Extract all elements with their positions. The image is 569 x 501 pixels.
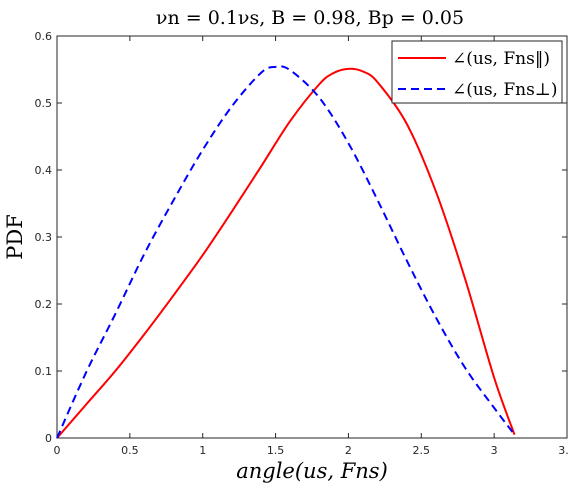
y-tick-label: 0.6 xyxy=(35,30,53,43)
y-tick-label: 0.4 xyxy=(35,164,53,177)
x-tick-label: 2 xyxy=(345,444,352,457)
y-tick-label: 0.5 xyxy=(35,97,53,110)
chart-title: νn = 0.1νs, B = 0.98, Bp = 0.05 xyxy=(156,7,464,29)
x-tick-label: 3.5 xyxy=(558,444,569,457)
series-line-perpendicular xyxy=(56,65,516,439)
series-line-parallel xyxy=(56,67,516,439)
legend-label-perpendicular: ∠(us, Fns⊥) xyxy=(452,80,557,100)
y-tick-label: 0 xyxy=(45,432,52,445)
y-tick-label: 0.3 xyxy=(35,231,53,244)
x-tick-label: 0 xyxy=(54,444,61,457)
x-tick-label: 1.5 xyxy=(267,444,285,457)
x-tick-label: 2.5 xyxy=(413,444,431,457)
y-tick-label: 0.1 xyxy=(35,365,53,378)
legend: ∠(us, Fns‖) ∠(us, Fns⊥) xyxy=(391,40,563,104)
legend-label-parallel: ∠(us, Fns‖) xyxy=(452,49,550,69)
y-axis-label: PDF xyxy=(3,214,27,260)
x-tick-label: 1 xyxy=(199,444,206,457)
y-axis: 0 0.1 0.2 0.3 0.4 0.5 0.6 xyxy=(35,30,567,445)
y-tick-label: 0.2 xyxy=(35,298,53,311)
series-layer xyxy=(56,65,516,439)
x-tick-label: 3 xyxy=(491,444,498,457)
x-axis-label: angle(us, Fns) xyxy=(236,459,388,483)
x-axis: 0 0.5 1 1.5 2 2.5 3 3.5 xyxy=(54,36,569,457)
x-tick-label: 0.5 xyxy=(121,444,139,457)
legend-box xyxy=(391,40,563,104)
